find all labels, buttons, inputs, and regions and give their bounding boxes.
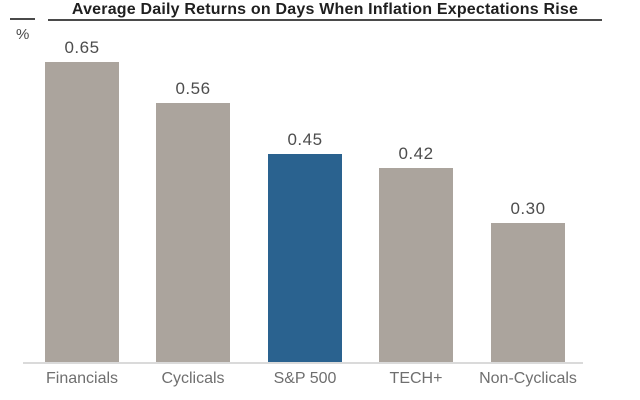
bar-cyclicals — [156, 103, 230, 362]
bar-financials — [45, 62, 119, 362]
x-axis-label-tech: TECH+ — [389, 370, 443, 387]
x-axis-label-cyclicals: Cyclicals — [161, 370, 225, 387]
y-axis-unit-label: % — [16, 26, 30, 43]
x-axis-label-s-p-500: S&P 500 — [273, 370, 337, 387]
bar-value-label-non-cyclicals: 0.30 — [510, 199, 546, 218]
x-axis-label-non-cyclicals: Non-Cyclicals — [479, 370, 577, 387]
bar-s-p-500 — [268, 154, 342, 362]
chart-title: Average Daily Returns on Days When Infla… — [71, 1, 579, 18]
title-underline — [48, 19, 602, 21]
y-axis-tick — [10, 18, 35, 20]
bar-tech — [379, 168, 453, 362]
bar-value-label-financials: 0.65 — [64, 38, 100, 57]
x-axis-line — [23, 362, 583, 364]
bar-value-label-s-p-500: 0.45 — [287, 130, 323, 149]
bar-non-cyclicals — [491, 223, 565, 362]
bar-value-label-cyclicals: 0.56 — [175, 79, 211, 98]
bar-value-label-tech: 0.42 — [398, 144, 434, 163]
x-axis-label-financials: Financials — [45, 370, 119, 387]
